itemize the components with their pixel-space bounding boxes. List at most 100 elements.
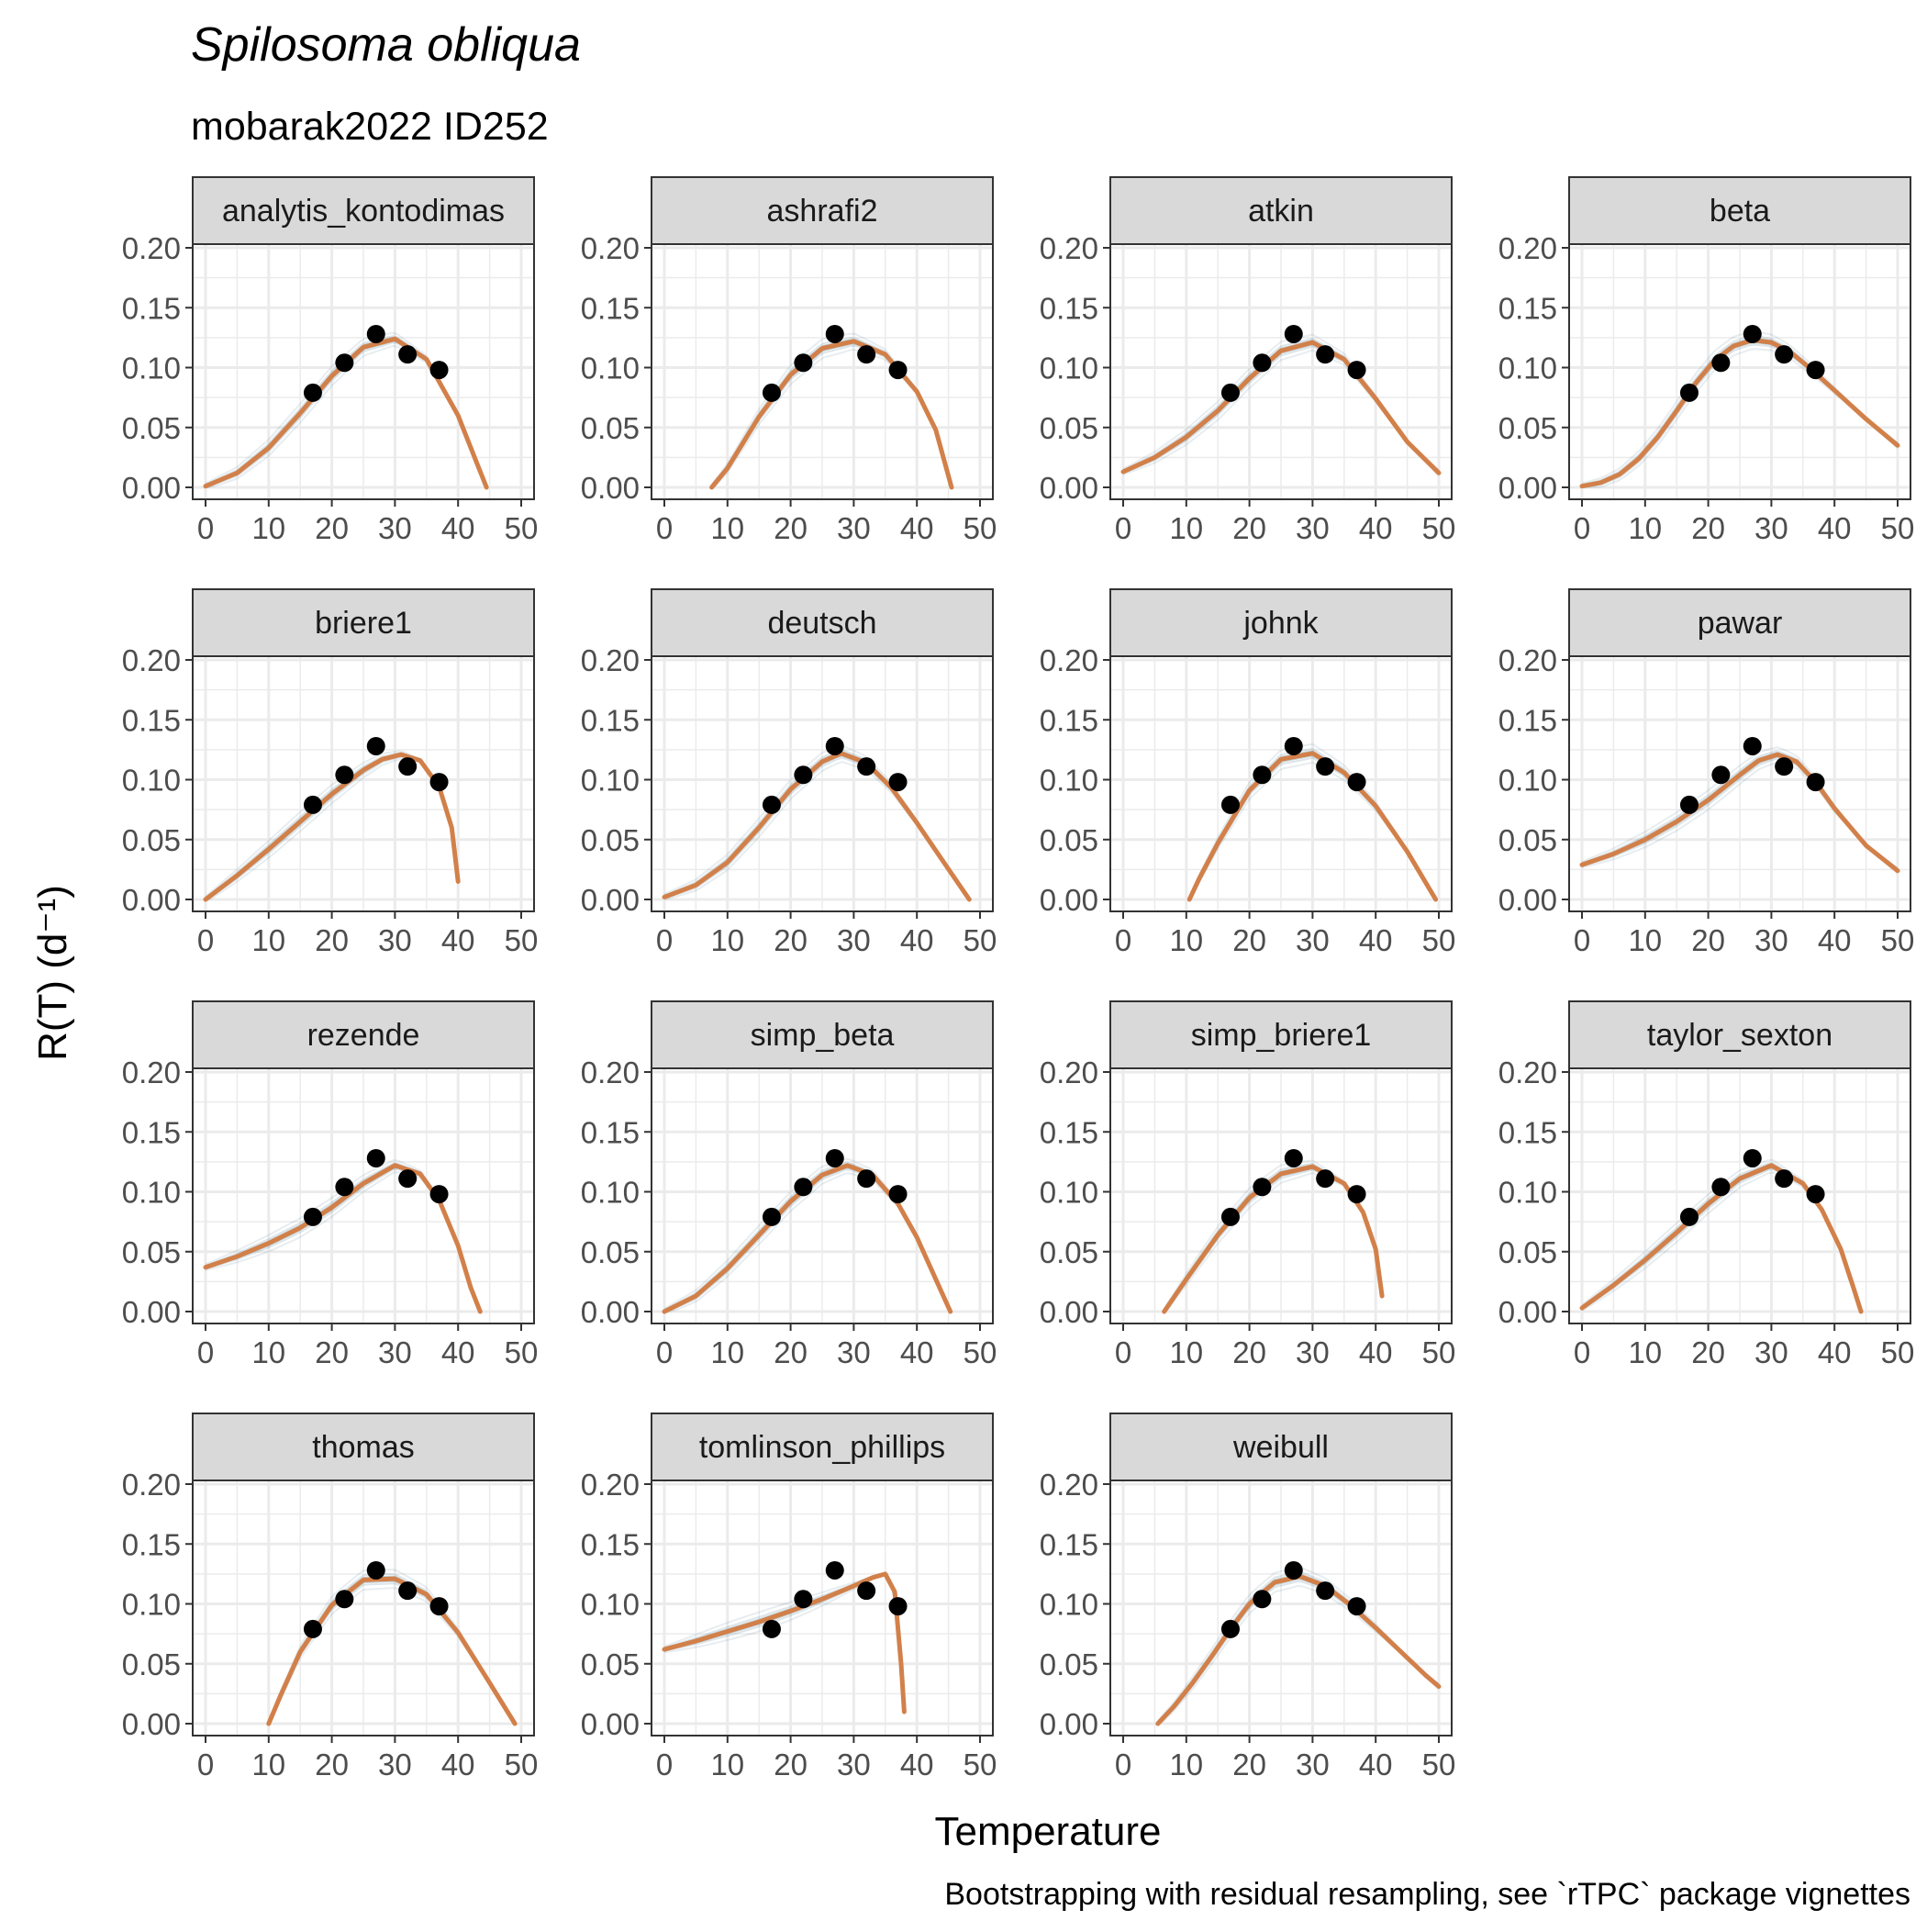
fitted-curve	[266, 1576, 518, 1726]
facet-strip	[1568, 588, 1911, 657]
y-tick-label: 0.20	[581, 1468, 640, 1502]
fitted-curve	[1579, 1163, 1864, 1314]
x-tick-label: 10	[1169, 511, 1203, 545]
x-tick-label: 10	[1169, 1748, 1203, 1781]
facet-panel: johnk 0.00 0.05 0.10 0.15 0.20 0 10 20 30 40 50	[1040, 588, 1455, 957]
observation-point	[366, 1148, 385, 1167]
facet-strip	[1568, 176, 1911, 245]
observation-point	[857, 757, 876, 776]
facet-panel: analytis_kontodimas 0.00 0.05 0.10 0.15 0.20 0…	[122, 176, 538, 545]
fitted-curve	[203, 752, 461, 902]
x-tick-label: 40	[1359, 1748, 1393, 1781]
observation-point	[1316, 757, 1335, 776]
facet-strip-label: johnk	[1242, 606, 1319, 641]
x-tick-label: 10	[710, 511, 744, 545]
y-tick-label: 0.00	[1040, 1295, 1098, 1329]
y-tick-label: 0.15	[581, 291, 640, 325]
x-tick-label: 40	[900, 1748, 934, 1781]
y-tick-label: 0.05	[1040, 823, 1098, 857]
x-tick-label: 10	[1628, 511, 1662, 545]
observation-point	[1316, 345, 1335, 364]
x-tick-label: 40	[1359, 923, 1393, 957]
x-tick-label: 20	[315, 1748, 349, 1781]
observation-point	[888, 1185, 908, 1204]
y-tick-label: 0.20	[122, 1055, 181, 1089]
fitted-curve	[1579, 338, 1900, 489]
y-tick-label: 0.20	[1040, 643, 1098, 677]
x-tick-label: 30	[378, 1748, 412, 1781]
y-tick-label: 0.10	[1040, 352, 1098, 385]
y-tick-label: 0.15	[122, 291, 181, 325]
x-tick-label: 40	[900, 1335, 934, 1369]
x-tick-label: 0	[656, 511, 673, 545]
y-tick-label: 0.15	[581, 1527, 640, 1561]
x-tick-label: 10	[251, 923, 285, 957]
x-tick-label: 50	[964, 511, 997, 545]
observation-point	[1347, 1597, 1366, 1616]
x-tick-label: 50	[1422, 1748, 1456, 1781]
x-tick-label: 10	[710, 1748, 744, 1781]
facet-strip-label: thomas	[312, 1430, 415, 1465]
observation-point	[857, 1169, 876, 1189]
facet-panel: pawar 0.00 0.05 0.10 0.15 0.20 0 10 20 30 40 50	[1498, 588, 1914, 957]
x-tick-label: 40	[441, 1748, 475, 1781]
observation-point	[794, 1178, 813, 1197]
x-tick-label: 40	[900, 923, 934, 957]
observation-point	[1316, 1169, 1335, 1189]
x-tick-label: 30	[1296, 1748, 1330, 1781]
x-tick-label: 40	[900, 511, 934, 545]
observation-point	[1347, 773, 1366, 792]
facet-strip	[1109, 1413, 1453, 1481]
observation-point	[1220, 1619, 1240, 1638]
facet-strip	[651, 588, 994, 657]
y-tick-label: 0.05	[581, 1235, 640, 1269]
y-tick-label: 0.10	[581, 1176, 640, 1210]
x-tick-label: 50	[1881, 1335, 1915, 1369]
observation-point	[1743, 324, 1762, 343]
facet-strip-label: pawar	[1698, 606, 1783, 641]
facet-strip-label: simp_beta	[751, 1018, 895, 1053]
x-tick-label: 10	[710, 923, 744, 957]
facet-strip	[1109, 1000, 1453, 1069]
x-tick-label: 20	[315, 1335, 349, 1369]
x-tick-label: 10	[1169, 1335, 1203, 1369]
facet-strip	[192, 1000, 535, 1069]
x-tick-label: 0	[1115, 1748, 1131, 1781]
x-tick-label: 0	[1115, 1335, 1131, 1369]
observation-point	[825, 1560, 844, 1580]
x-tick-label: 30	[378, 511, 412, 545]
observation-point	[888, 1597, 908, 1616]
observation-point	[1284, 1560, 1303, 1580]
y-tick-label: 0.15	[122, 703, 181, 737]
y-tick-label: 0.10	[1040, 764, 1098, 798]
x-tick-label: 50	[1422, 511, 1456, 545]
x-tick-label: 10	[1628, 1335, 1662, 1369]
facet-panel: ashrafi2 0.00 0.05 0.10 0.15 0.20 0 10 20 30 40 50	[581, 176, 997, 545]
observation-point	[1220, 795, 1240, 814]
y-tick-label: 0.15	[1040, 703, 1098, 737]
observation-point	[1775, 757, 1794, 776]
facet-panel: thomas 0.00 0.05 0.10 0.15 0.20 0 10 20 30 40 50	[122, 1413, 538, 1781]
x-tick-label: 0	[1115, 923, 1131, 957]
observation-point	[1775, 345, 1794, 364]
y-tick-label: 0.05	[1040, 1235, 1098, 1269]
x-tick-label: 0	[656, 1335, 673, 1369]
x-tick-label: 20	[1232, 923, 1266, 957]
x-tick-label: 30	[837, 1335, 871, 1369]
x-tick-label: 30	[1754, 511, 1788, 545]
observation-point	[1347, 1185, 1366, 1204]
y-tick-label: 0.00	[1498, 471, 1557, 505]
facet-strip-label: tomlinson_phillips	[699, 1430, 945, 1465]
y-tick-label: 0.10	[122, 764, 181, 798]
observation-point	[1679, 383, 1699, 402]
facet-strip	[651, 176, 994, 245]
observation-point	[429, 1597, 449, 1616]
y-tick-label: 0.05	[122, 1235, 181, 1269]
y-tick-label: 0.20	[581, 643, 640, 677]
x-tick-label: 50	[1422, 1335, 1456, 1369]
y-tick-label: 0.00	[122, 1295, 181, 1329]
x-tick-label: 20	[774, 1335, 808, 1369]
observation-point	[1284, 324, 1303, 343]
y-tick-label: 0.20	[122, 643, 181, 677]
fitted-curve	[203, 1163, 483, 1314]
